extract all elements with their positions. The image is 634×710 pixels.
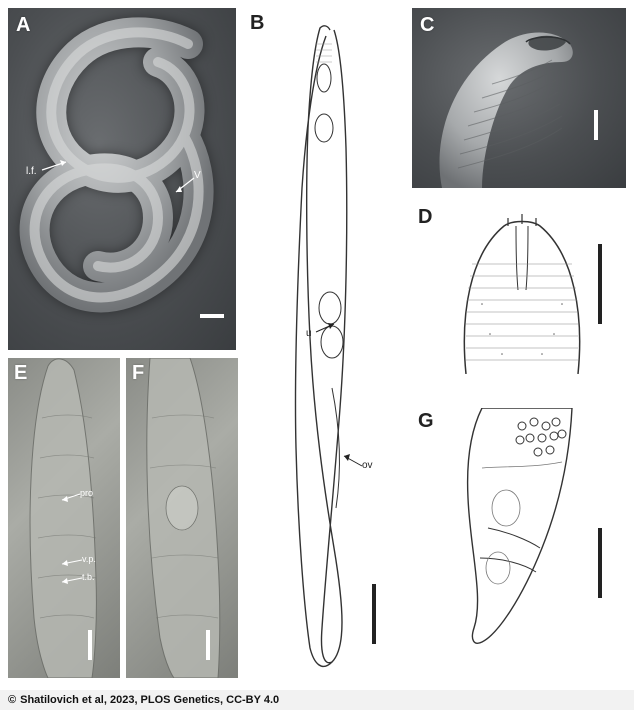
panel-c: C: [412, 8, 626, 188]
panel-d-scalebar: [598, 244, 602, 324]
panel-g-tail-outline: [412, 408, 626, 658]
figure-composite: A l.f. V: [8, 8, 626, 678]
panel-c-head-shape: [412, 8, 626, 188]
panel-a-label: A: [16, 14, 30, 37]
panel-b-worm-outline: [244, 8, 400, 678]
panel-b-scalebar: [372, 584, 376, 644]
panel-a-arrow-lf: [38, 156, 74, 176]
panel-a-scalebar: [200, 314, 224, 318]
panel-e-label: E: [14, 362, 27, 385]
panel-e-scalebar: [88, 630, 92, 660]
panel-e-arrow-tb: [58, 574, 84, 586]
credit-text: Shatilovich et al, 2023, PLOS Genetics, …: [20, 694, 279, 706]
panel-g: G: [412, 408, 626, 658]
panel-b-arrow-ov: [338, 452, 366, 470]
panel-e-annot-vp: v.p.: [82, 554, 96, 564]
panel-b-annot-u: u: [306, 328, 312, 339]
panel-a: A l.f. V: [8, 8, 236, 350]
panel-b-arrow-u: [312, 320, 342, 336]
panel-e: E pro v.p. t.b.: [8, 358, 120, 678]
panel-f-label: F: [132, 362, 144, 385]
panel-d: D: [412, 204, 626, 374]
panel-a-annot-lf: l.f.: [26, 166, 37, 177]
image-credit-bar: © Shatilovich et al, 2023, PLOS Genetics…: [0, 690, 634, 710]
panel-e-arrow-pro: [58, 490, 82, 504]
panel-c-scalebar: [594, 110, 598, 140]
copyright-icon: ©: [8, 694, 16, 706]
panel-d-label: D: [418, 206, 432, 229]
panel-e-arrow-vp: [58, 556, 84, 568]
panel-d-head-outline: [412, 204, 626, 374]
panel-a-worm-shape: [8, 8, 236, 350]
panel-b: B u ov: [244, 8, 400, 678]
panel-g-scalebar: [598, 528, 602, 598]
panel-g-label: G: [418, 410, 434, 433]
panel-a-arrow-v: [170, 174, 198, 198]
panel-f: F: [126, 358, 238, 678]
panel-b-label: B: [250, 12, 264, 35]
panel-c-label: C: [420, 14, 434, 37]
panel-f-scalebar: [206, 630, 210, 660]
panel-f-worm-section: [126, 358, 238, 678]
panel-e-worm-section: [8, 358, 120, 678]
